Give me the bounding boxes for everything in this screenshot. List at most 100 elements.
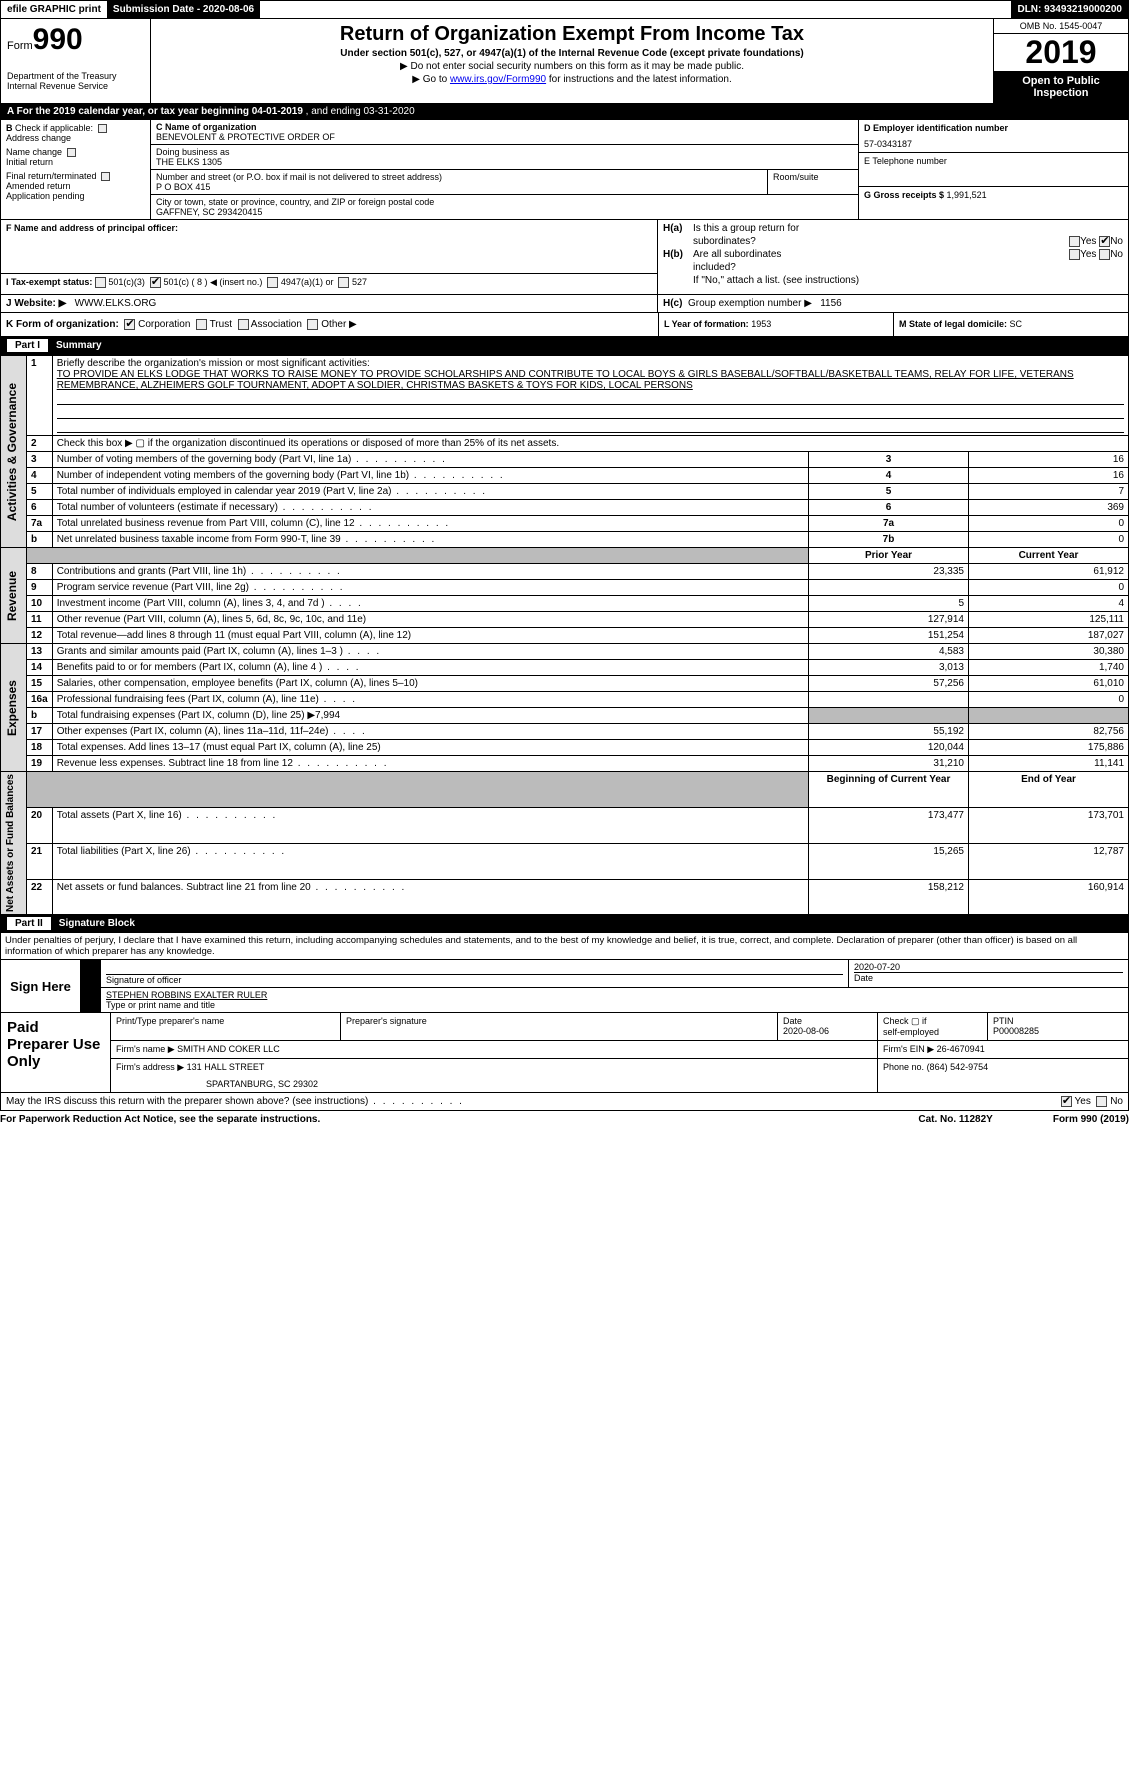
paid-preparer-label: Paid Preparer Use Only [1,1013,111,1092]
d-label: D Employer identification number [864,123,1123,133]
sign-here-label: Sign Here [1,960,81,1012]
checkbox-icon[interactable] [124,319,135,330]
arrow-icon [81,988,101,1012]
ptin-value: P00008285 [993,1026,1123,1036]
current-value: 61,010 [969,676,1129,692]
table-row: Net Assets or Fund BalancesBeginning of … [1,772,1129,808]
line-desc: Program service revenue (Part VIII, line… [52,580,808,596]
checkbox-icon[interactable] [1069,236,1080,247]
checkbox-icon[interactable] [67,148,76,157]
current-value: 0 [969,580,1129,596]
line-box: 5 [809,484,969,500]
line-num: 4 [27,468,53,484]
form990-link[interactable]: www.irs.gov/Form990 [450,74,546,85]
header-left: Form990 Department of the Treasury Inter… [1,19,151,103]
current-value: 125,111 [969,612,1129,628]
firm-name-label: Firm's name ▶ [116,1044,175,1054]
line-value: 16 [969,452,1129,468]
table-row: 10Investment income (Part VIII, column (… [1,596,1129,612]
ha-text: Is this a group return for [693,223,799,234]
table-row: 12Total revenue—add lines 8 through 11 (… [1,628,1129,644]
summary-table: Activities & Governance 1 Briefly descri… [0,355,1129,915]
line-desc: Total expenses. Add lines 13–17 (must eq… [52,740,808,756]
current-value: 175,886 [969,740,1129,756]
line-desc: Total revenue—add lines 8 through 11 (mu… [52,628,808,644]
prior-value: 3,013 [809,660,969,676]
prior-value: 23,335 [809,564,969,580]
prior-value: 127,914 [809,612,969,628]
j-row: J Website: ▶ WWW.ELKS.ORG H(c) Group exe… [0,295,1129,313]
line-a-label: A For the 2019 calendar year, or tax yea… [7,106,303,117]
firm-addr-label: Firm's address ▶ [116,1062,184,1072]
checkbox-icon[interactable] [1099,236,1110,247]
line-num: 14 [27,660,53,676]
open2: Inspection [1033,87,1088,99]
l-label: L Year of formation: [664,319,751,329]
irs-label: Internal Revenue Service [7,81,144,91]
section-b: B Check if applicable: Address change Na… [1,120,151,219]
self-emp-text: self-employed [883,1027,982,1037]
table-row: 7aTotal unrelated business revenue from … [1,516,1129,532]
f-cell: F Name and address of principal officer:… [1,220,658,294]
checkbox-icon[interactable] [1069,249,1080,260]
line-box: 7a [809,516,969,532]
prior-value: 15,265 [809,843,969,879]
open1: Open to Public [1022,75,1100,87]
line-desc: Total unrelated business revenue from Pa… [52,516,808,532]
checkbox-icon[interactable] [98,124,107,133]
checkbox-icon[interactable] [1096,1096,1107,1107]
line-num: 8 [27,564,53,580]
line-desc: Other revenue (Part VIII, column (A), li… [52,612,808,628]
b-check-label: Check if applicable: [15,123,93,133]
hb-text2: included? [693,262,736,273]
line-a: A For the 2019 calendar year, or tax yea… [0,104,1129,120]
sub3-pre: ▶ Go to [412,74,450,85]
phone-label: Phone no. [883,1062,924,1072]
table-row: 20Total assets (Part X, line 16)173,4771… [1,808,1129,844]
fh-row: F Name and address of principal officer:… [0,220,1129,295]
form-title: Return of Organization Exempt From Incom… [157,23,987,46]
col-header-end: End of Year [969,772,1129,808]
h-cell: H(a) Is this a group return for subordin… [658,220,1128,294]
checkbox-icon[interactable] [1061,1096,1072,1107]
dln: DLN: 93493219000200 [1011,1,1128,18]
table-row: 9Program service revenue (Part VIII, lin… [1,580,1129,596]
line-desc: Other expenses (Part IX, column (A), lin… [52,724,808,740]
checkbox-icon[interactable] [267,277,278,288]
i-opt: 4947(a)(1) or [281,277,334,287]
table-row: 21Total liabilities (Part X, line 26)15,… [1,843,1129,879]
checkbox-icon[interactable] [196,319,207,330]
checkbox-icon[interactable] [307,319,318,330]
prior-value: 57,256 [809,676,969,692]
checkbox-icon[interactable] [238,319,249,330]
page-footer: For Paperwork Reduction Act Notice, see … [0,1111,1129,1128]
current-value: 30,380 [969,644,1129,660]
line-desc: Grants and similar amounts paid (Part IX… [52,644,808,660]
prior-value: 158,212 [809,879,969,915]
checkbox-icon[interactable] [338,277,349,288]
vtab-net-assets: Net Assets or Fund Balances [1,772,27,915]
line-num: 11 [27,612,53,628]
part2-header: Part II Signature Block [0,915,1129,933]
submission-date: Submission Date - 2020-08-06 [107,1,260,18]
checkbox-icon[interactable] [1099,249,1110,260]
city-value: GAFFNEY, SC 293420415 [156,207,853,217]
section-de: D Employer identification number 57-0343… [858,120,1128,219]
prior-value: 173,477 [809,808,969,844]
table-row: bNet unrelated business taxable income f… [1,532,1129,548]
k-opt: Trust [210,319,232,330]
part2-title: Signature Block [59,918,135,929]
e-label: E Telephone number [864,156,1123,166]
table-row: 18Total expenses. Add lines 13–17 (must … [1,740,1129,756]
hc-value: 1156 [820,298,842,309]
current-value: 1,740 [969,660,1129,676]
checkbox-icon[interactable] [101,172,110,181]
line-num: 18 [27,740,53,756]
mission-text: TO PROVIDE AN ELKS LODGE THAT WORKS TO R… [57,369,1124,391]
checkbox-icon[interactable] [95,277,106,288]
line-num: 17 [27,724,53,740]
b-item: Application pending [6,191,145,201]
checkbox-icon[interactable] [150,277,161,288]
line-num: 13 [27,644,53,660]
section-c: C Name of organization BENEVOLENT & PROT… [151,120,858,219]
